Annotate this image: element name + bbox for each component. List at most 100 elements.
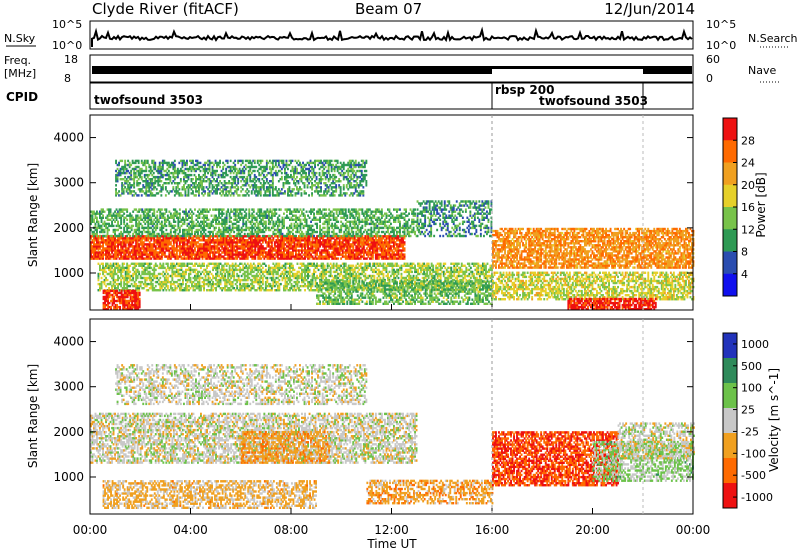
heatmap-cell [347, 232, 350, 236]
heatmap-cell [155, 188, 158, 191]
heatmap-cell [359, 239, 362, 242]
heatmap-cell [240, 226, 243, 230]
heatmap-cell [179, 180, 182, 183]
heatmap-cell [224, 224, 227, 228]
heatmap-cell [124, 163, 127, 167]
heatmap-cell [213, 214, 216, 217]
heatmap-cell [148, 188, 151, 191]
heatmap-cell [281, 237, 284, 240]
heatmap-cell [265, 188, 268, 191]
heatmap-cell [124, 230, 127, 234]
heatmap-cell [284, 257, 287, 260]
heatmap-cell [142, 247, 145, 250]
heatmap-cell [252, 222, 255, 226]
heatmap-cell [164, 178, 167, 181]
heatmap-cell [219, 180, 221, 183]
heatmap-cell [185, 249, 187, 252]
heatmap-cell [316, 222, 318, 226]
heatmap-cell [188, 222, 190, 226]
heatmap-cell [153, 245, 156, 248]
heatmap-cell [362, 249, 365, 252]
heatmap-cell [341, 208, 344, 211]
heatmap-cell [212, 239, 214, 242]
heatmap-cell [247, 171, 250, 175]
heatmap-cell [267, 228, 270, 232]
heatmap-cell [391, 237, 394, 240]
heatmap-cell [334, 247, 337, 250]
heatmap-cell [216, 247, 219, 250]
heatmap-cell [218, 214, 220, 217]
heatmap-cell [96, 239, 98, 242]
heatmap-cell [246, 243, 249, 246]
heatmap-cell [263, 214, 266, 217]
heatmap-cell [314, 257, 317, 260]
heatmap-cell [350, 251, 353, 254]
heatmap-cell [293, 171, 295, 175]
heatmap-cell [132, 216, 135, 219]
heatmap-cell [252, 245, 255, 248]
heatmap-cell [302, 234, 305, 238]
heatmap-cell [93, 239, 95, 242]
heatmap-cell [240, 171, 243, 175]
heatmap-cell [262, 182, 265, 185]
heatmap-cell [390, 230, 392, 234]
heatmap-cell [317, 212, 320, 215]
heatmap-cell [267, 210, 270, 213]
heatmap-cell [123, 243, 126, 246]
heatmap-cell [361, 243, 364, 246]
heatmap-cell [329, 214, 332, 217]
heatmap-cell [255, 218, 258, 221]
heatmap-cell [273, 188, 276, 191]
heatmap-cell [338, 230, 341, 234]
heatmap-cell [178, 239, 181, 242]
heatmap-cell [323, 241, 326, 244]
heatmap-cell [233, 226, 236, 230]
heatmap-cell [355, 214, 358, 217]
heatmap-cell [314, 222, 317, 226]
heatmap-cell [151, 188, 154, 191]
heatmap-cell [170, 171, 173, 175]
heatmap-cell [276, 239, 279, 242]
heatmap-cell [365, 235, 368, 238]
heatmap-cell [169, 243, 172, 246]
heatmap-cell [127, 249, 130, 252]
heatmap-cell [139, 214, 142, 217]
heatmap-cell [191, 247, 193, 250]
heatmap-cell [204, 167, 206, 171]
heatmap-cell [195, 182, 197, 185]
heatmap-cell [228, 169, 231, 173]
heatmap-cell [240, 212, 243, 215]
heatmap-cell [169, 237, 172, 240]
heatmap-cell [221, 234, 224, 238]
heatmap-cell [175, 182, 178, 185]
heatmap-cell [287, 173, 289, 177]
heatmap-cell [177, 257, 180, 260]
heatmap-cell [307, 247, 309, 250]
heatmap-cell [169, 171, 172, 175]
heatmap-cell [147, 255, 150, 258]
heatmap-cell [97, 220, 100, 223]
heatmap-cell [124, 208, 127, 211]
heatmap-cell [96, 253, 98, 256]
heatmap-cell [117, 241, 119, 244]
heatmap-cell [197, 224, 199, 228]
heatmap-cell [139, 218, 142, 221]
heatmap-cell [203, 239, 205, 242]
heatmap-cell [145, 186, 148, 189]
heatmap-cell [311, 251, 314, 254]
heatmap-cell [308, 194, 310, 197]
heatmap-cell [285, 171, 288, 175]
heatmap-cell [367, 243, 370, 246]
heatmap-cell [142, 257, 145, 260]
heatmap-cell [114, 243, 116, 246]
heatmap-cell [145, 192, 148, 195]
heatmap-cell [412, 222, 415, 226]
heatmap-cell [242, 216, 245, 219]
heatmap-cell [178, 216, 181, 219]
heatmap-cell [160, 175, 163, 179]
heatmap-cell [200, 253, 202, 256]
heatmap-cell [234, 226, 237, 230]
heatmap-cell [150, 208, 153, 211]
heatmap-cell [322, 249, 325, 252]
heatmap-cell [226, 165, 229, 169]
